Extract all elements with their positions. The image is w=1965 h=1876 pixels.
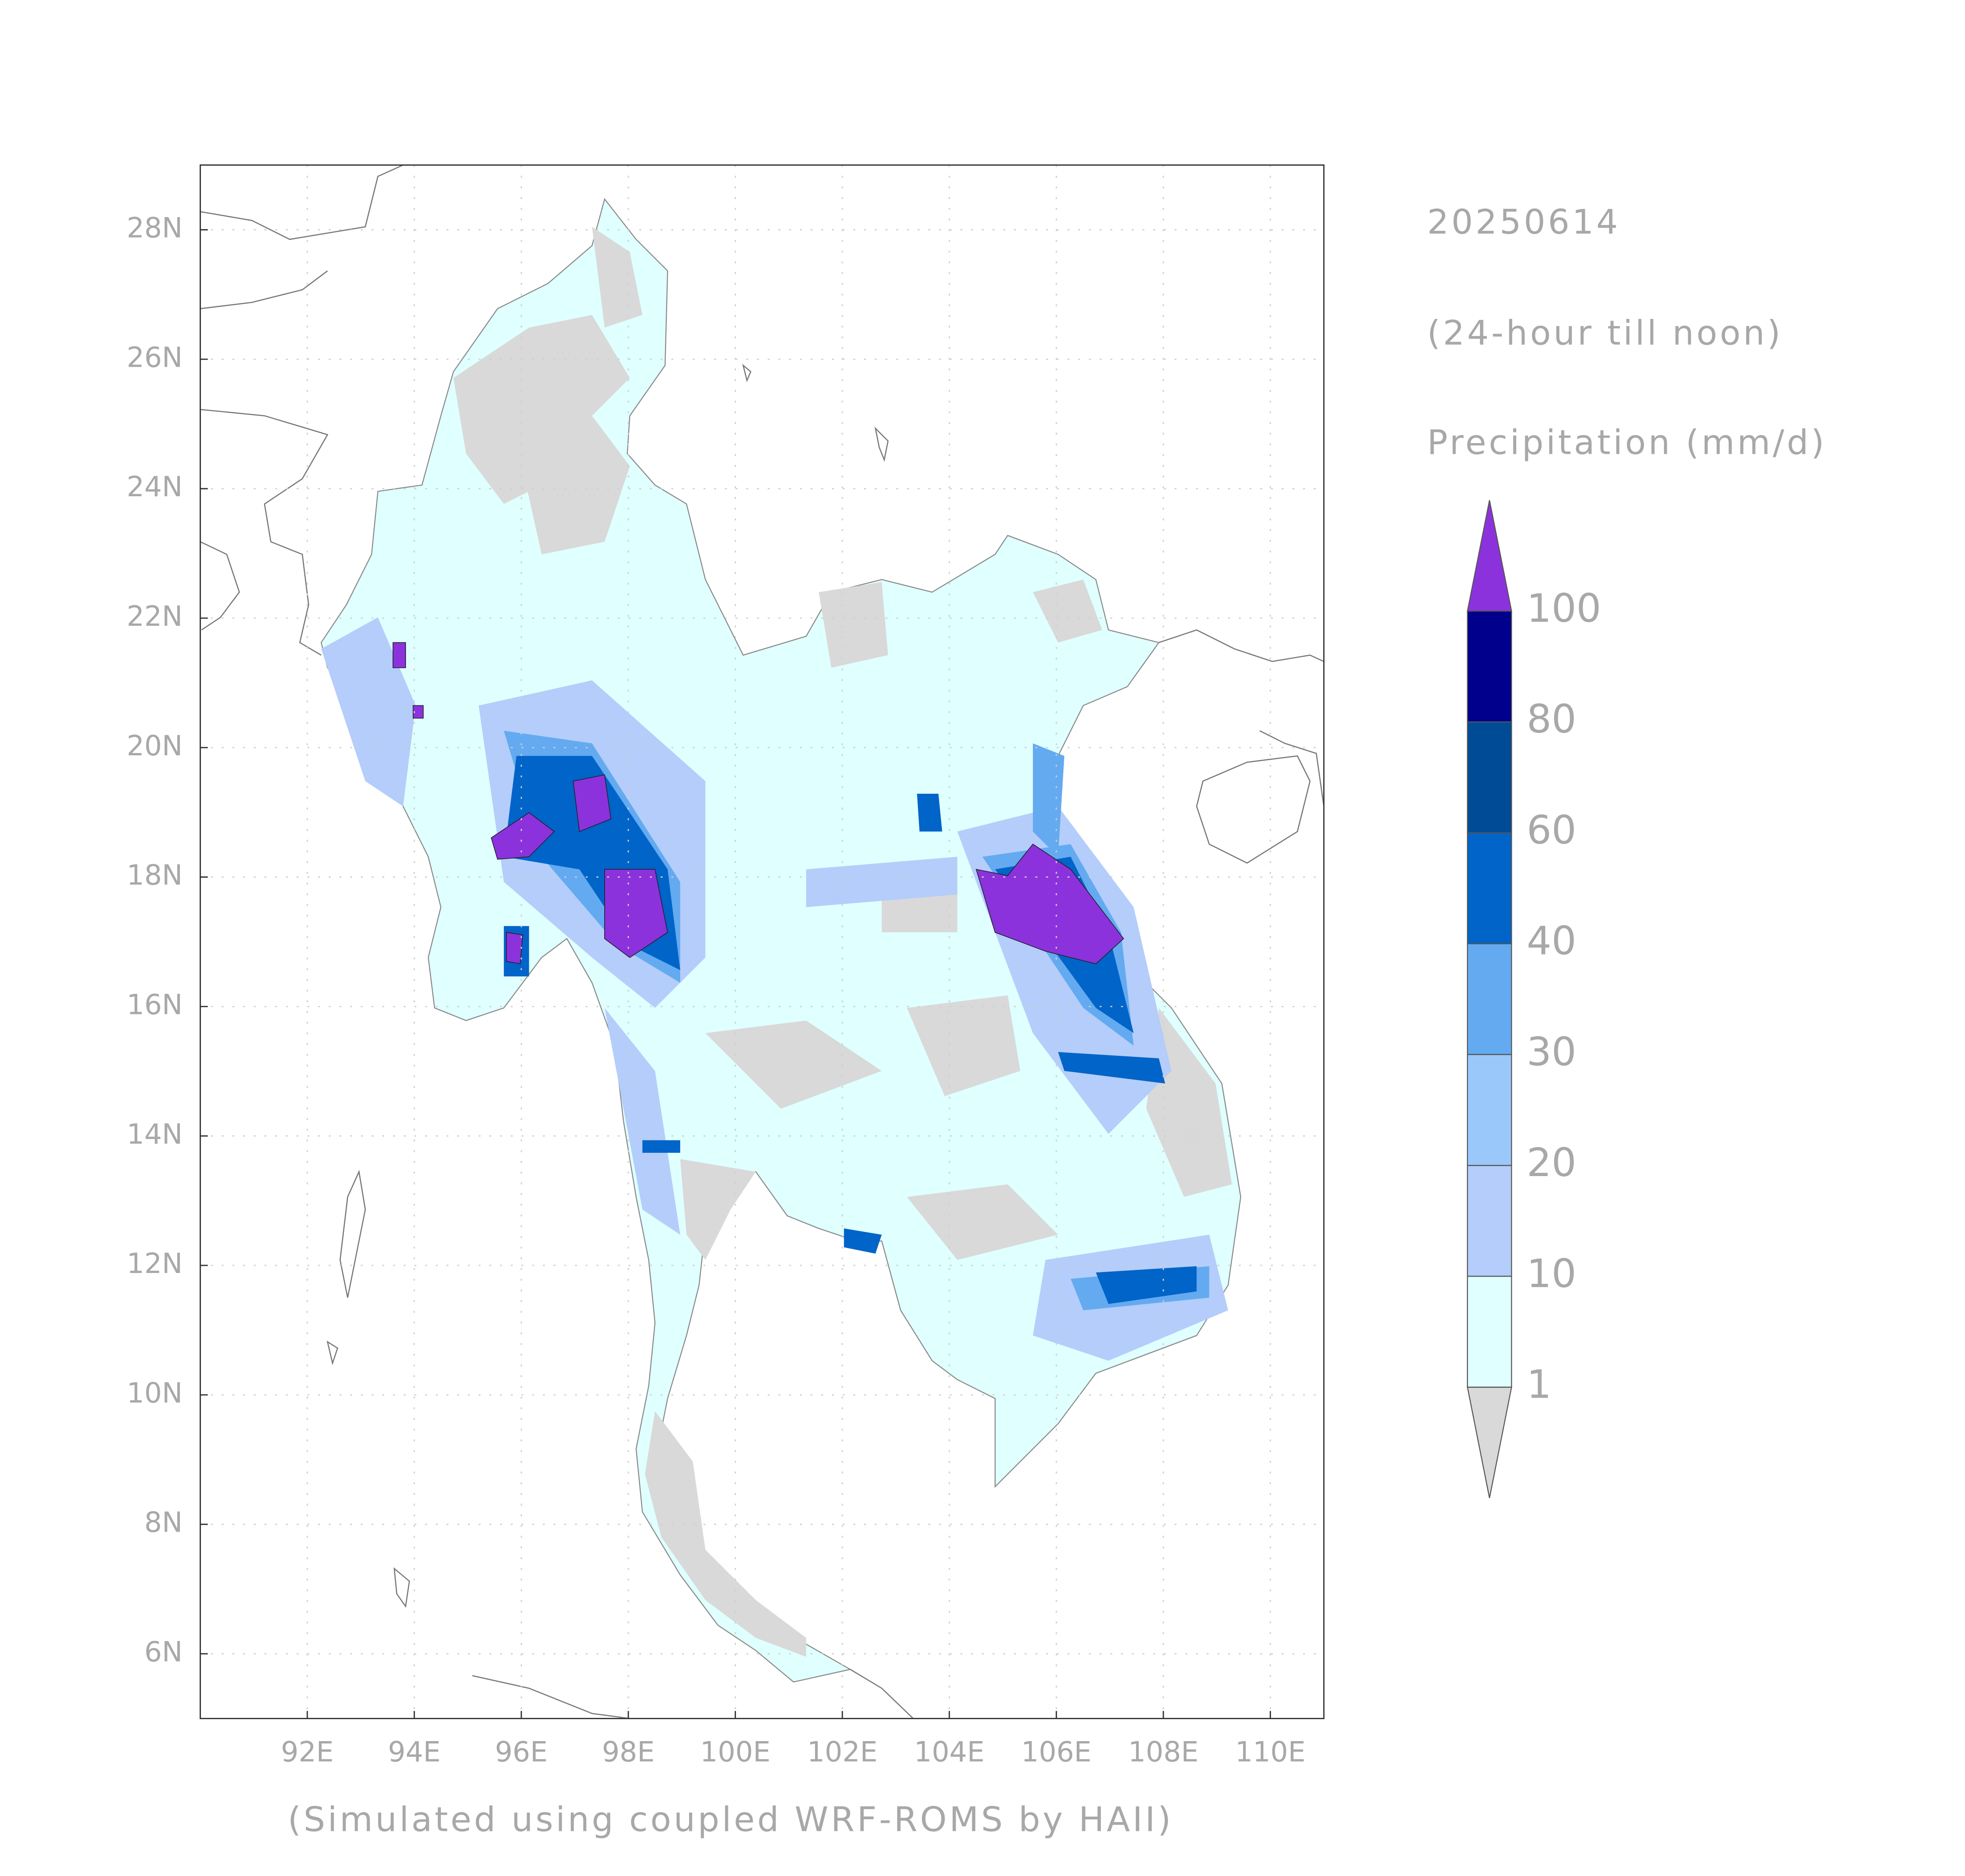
y-tick-label: 16N xyxy=(127,988,183,1021)
colorbar-label: 60 xyxy=(1526,807,1576,853)
colorbar-extend-low xyxy=(1467,1386,1512,1499)
y-tick-label: 24N xyxy=(127,470,183,503)
x-tick-label: 106E xyxy=(1021,1735,1092,1768)
x-tick-label: 108E xyxy=(1128,1735,1199,1768)
dry-areas xyxy=(453,226,1232,1657)
land-precip-low xyxy=(321,198,1242,1683)
x-tick-label: 92E xyxy=(281,1735,334,1768)
y-tick-label: 20N xyxy=(127,729,183,762)
x-tick-label: 102E xyxy=(807,1735,878,1768)
y-tick-label: 22N xyxy=(127,600,183,632)
x-tick-label: 110E xyxy=(1235,1735,1306,1768)
colorbar-segment xyxy=(1467,1165,1512,1277)
colorbar-label: 40 xyxy=(1526,918,1576,964)
grid-ticks xyxy=(200,165,1324,1719)
x-tick-label: 98E xyxy=(602,1735,655,1768)
colorbar-label: 80 xyxy=(1526,696,1576,742)
colorbar-segment xyxy=(1467,610,1512,723)
x-tick-label: 100E xyxy=(700,1735,771,1768)
y-tick-label: 28N xyxy=(127,211,183,244)
colorbar: 1 10 20 30 40 60 80 100 xyxy=(1467,500,1601,1499)
y-tick-label: 18N xyxy=(127,859,183,892)
colorbar-segment xyxy=(1467,721,1512,833)
colorbar-segment xyxy=(1467,1054,1512,1166)
variable-label: Precipitation (mm/d) xyxy=(1427,423,1827,462)
period-label: (24-hour till noon) xyxy=(1427,313,1783,352)
map xyxy=(200,164,1325,1719)
y-tick-label: 14N xyxy=(127,1118,183,1150)
credit: (Simulated using coupled WRF-ROMS by HAI… xyxy=(288,1800,1173,1839)
x-tick-label: 96E xyxy=(495,1735,548,1768)
y-tick-label: 26N xyxy=(127,341,183,373)
coastlines xyxy=(200,164,1325,1719)
y-tick-label: 12N xyxy=(127,1247,183,1280)
colorbar-label: 1 xyxy=(1526,1361,1551,1407)
colorbar-label: 10 xyxy=(1526,1251,1576,1296)
colorbar-segment xyxy=(1467,832,1512,944)
x-tick-label: 104E xyxy=(914,1735,985,1768)
precip-very-heavy xyxy=(393,642,1125,964)
y-tick-label: 6N xyxy=(144,1636,183,1668)
colorbar-label: 20 xyxy=(1526,1140,1576,1185)
colorbar-label: 30 xyxy=(1526,1029,1576,1075)
map-frame xyxy=(200,164,1325,1719)
colorbar-segment xyxy=(1467,943,1512,1055)
date-label: 20250614 xyxy=(1427,202,1621,242)
y-tick-label: 8N xyxy=(144,1506,183,1539)
x-tick-label: 94E xyxy=(388,1735,441,1768)
y-tick-label: 10N xyxy=(127,1377,183,1409)
colorbar-extend-high xyxy=(1467,500,1512,612)
colorbar-segment xyxy=(1467,1276,1512,1388)
colorbar-label: 100 xyxy=(1526,586,1601,631)
